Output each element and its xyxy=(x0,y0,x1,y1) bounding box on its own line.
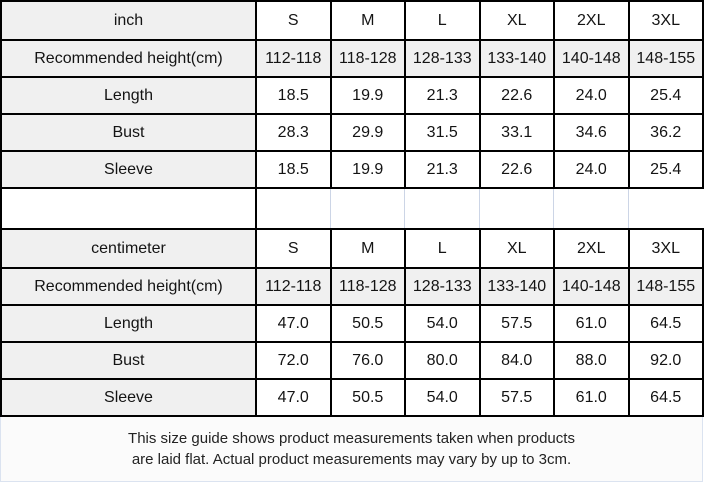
row-label-cell: Sleeve xyxy=(2,378,255,415)
row-label-cell: Length xyxy=(2,76,255,113)
row-label-cell: Bust xyxy=(2,341,255,378)
value-cell: 47.0 xyxy=(255,378,330,415)
value-cell: 64.5 xyxy=(627,304,702,341)
value-cell: 18.5 xyxy=(255,150,330,187)
value-cell: 19.9 xyxy=(329,150,404,187)
size-header-cell: 3XL xyxy=(627,2,702,39)
spacer-cell xyxy=(553,189,628,228)
size-guide-note: This size guide shows product measuremen… xyxy=(0,417,703,482)
row-label-cell: Length xyxy=(2,304,255,341)
value-cell: 133-140 xyxy=(478,39,553,76)
value-cell: 36.2 xyxy=(627,113,702,150)
value-cell: 112-118 xyxy=(255,39,330,76)
value-cell: 24.0 xyxy=(553,150,628,187)
value-cell: 140-148 xyxy=(553,39,628,76)
value-cell: 21.3 xyxy=(404,76,479,113)
value-cell: 76.0 xyxy=(329,341,404,378)
value-cell: 140-148 xyxy=(553,267,628,304)
value-cell: 118-128 xyxy=(329,267,404,304)
value-cell: 133-140 xyxy=(478,267,553,304)
size-header-cell: 2XL xyxy=(553,2,628,39)
value-cell: 25.4 xyxy=(627,76,702,113)
spacer-cell xyxy=(255,189,330,228)
value-cell: 128-133 xyxy=(404,39,479,76)
value-cell: 54.0 xyxy=(404,304,479,341)
spacer-cell xyxy=(404,189,479,228)
size-header-cell: S xyxy=(255,2,330,39)
value-cell: 148-155 xyxy=(627,39,702,76)
value-cell: 57.5 xyxy=(478,304,553,341)
value-cell: 112-118 xyxy=(255,267,330,304)
size-header-cell: XL xyxy=(478,2,553,39)
value-cell: 128-133 xyxy=(404,267,479,304)
value-cell: 61.0 xyxy=(553,378,628,415)
value-cell: 29.9 xyxy=(329,113,404,150)
value-cell: 22.6 xyxy=(478,150,553,187)
size-header-cell: M xyxy=(329,230,404,267)
size-header-cell: XL xyxy=(478,230,553,267)
value-cell: 80.0 xyxy=(404,341,479,378)
spacer-row xyxy=(0,189,704,228)
row-label-cell: Recommended height(cm) xyxy=(2,267,255,304)
size-header-cell: L xyxy=(404,230,479,267)
note-line-2: are laid flat. Actual product measuremen… xyxy=(131,451,572,468)
value-cell: 31.5 xyxy=(404,113,479,150)
value-cell: 28.3 xyxy=(255,113,330,150)
value-cell: 33.1 xyxy=(478,113,553,150)
spacer-cell xyxy=(329,189,405,228)
size-header-cell: L xyxy=(404,2,479,39)
value-cell: 88.0 xyxy=(553,341,628,378)
spacer-cell xyxy=(627,189,703,228)
size-header-cell: 3XL xyxy=(627,230,702,267)
value-cell: 34.6 xyxy=(553,113,628,150)
value-cell: 47.0 xyxy=(255,304,330,341)
value-cell: 84.0 xyxy=(478,341,553,378)
value-cell: 72.0 xyxy=(255,341,330,378)
value-cell: 22.6 xyxy=(478,76,553,113)
row-label-cell: Recommended height(cm) xyxy=(2,39,255,76)
value-cell: 19.9 xyxy=(329,76,404,113)
size-header-cell: M xyxy=(329,2,404,39)
spacer-cell xyxy=(478,189,554,228)
row-label-cell: Bust xyxy=(2,113,255,150)
value-cell: 50.5 xyxy=(329,304,404,341)
value-cell: 148-155 xyxy=(627,267,702,304)
size-table-inch: inch S M L XL 2XL 3XL Recommended height(cm) 112… xyxy=(0,0,704,189)
spacer-cell xyxy=(2,189,255,228)
size-header-cell: S xyxy=(255,230,330,267)
value-cell: 64.5 xyxy=(627,378,702,415)
size-table-centimeter: centimeter S M L XL 2XL 3XL Recommended height(… xyxy=(0,228,704,417)
value-cell: 54.0 xyxy=(404,378,479,415)
value-cell: 118-128 xyxy=(329,39,404,76)
value-cell: 24.0 xyxy=(553,76,628,113)
value-cell: 61.0 xyxy=(553,304,628,341)
value-cell: 21.3 xyxy=(404,150,479,187)
unit-header-cell: inch xyxy=(2,2,255,39)
value-cell: 50.5 xyxy=(329,378,404,415)
size-header-cell: 2XL xyxy=(553,230,628,267)
note-line-1: This size guide shows product measuremen… xyxy=(128,430,575,447)
value-cell: 18.5 xyxy=(255,76,330,113)
value-cell: 92.0 xyxy=(627,341,702,378)
value-cell: 25.4 xyxy=(627,150,702,187)
unit-header-cell: centimeter xyxy=(2,230,255,267)
row-label-cell: Sleeve xyxy=(2,150,255,187)
value-cell: 57.5 xyxy=(478,378,553,415)
